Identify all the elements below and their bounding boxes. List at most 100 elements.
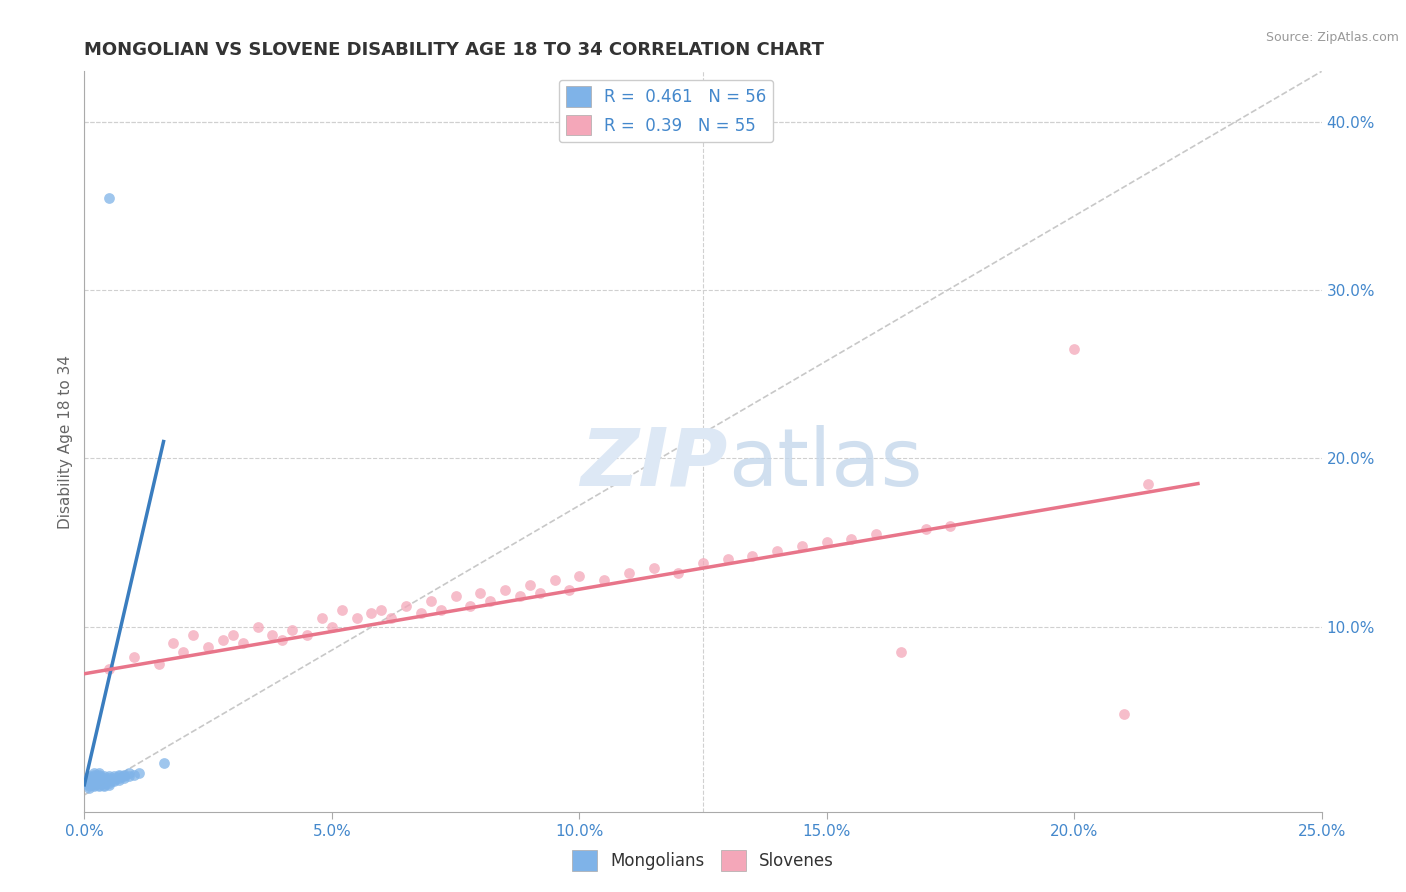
Point [108,769,131,783]
Y-axis label: Disability Age 18 to 34: Disability Age 18 to 34 [58,354,73,529]
Point [666,566,689,580]
Point [271,633,294,648]
Point [543,573,565,587]
Point [103,771,125,785]
Point [444,590,467,604]
Point [232,636,254,650]
Point [79,778,101,792]
Point [89,769,111,783]
Point [83,767,105,781]
Point [93,778,115,792]
Point [98,774,121,789]
Point [93,780,115,794]
Point [790,539,813,553]
Point [346,611,368,625]
Point [409,606,432,620]
Point [103,772,125,787]
Point [98,771,121,785]
Point [395,599,418,614]
Point [79,780,101,794]
Point [83,766,105,780]
Point [103,769,125,783]
Point [311,611,333,625]
Point [83,774,105,789]
Point [643,560,665,574]
Point [122,649,145,664]
Point [93,771,115,785]
Point [766,544,789,558]
Point [419,594,441,608]
Point [118,769,141,783]
Text: ZIP: ZIP [581,425,728,503]
Point [197,640,219,654]
Point [470,586,492,600]
Point [558,582,581,597]
Point [246,619,269,633]
Point [112,771,135,785]
Point [83,778,105,792]
Point [330,603,353,617]
Point [593,573,616,587]
Point [89,767,111,781]
Point [108,767,131,781]
Point [83,769,105,783]
Point [717,552,740,566]
Point [939,518,962,533]
Point [93,769,115,783]
Point [79,772,101,787]
Point [83,780,105,794]
Point [83,771,105,785]
Point [1137,476,1160,491]
Point [89,766,111,780]
Point [741,549,763,563]
Point [890,645,912,659]
Point [79,776,101,790]
Point [321,619,343,633]
Point [108,771,131,785]
Point [162,636,184,650]
Point [519,577,541,591]
Point [692,556,714,570]
Point [509,590,531,604]
Point [98,776,121,790]
Point [89,771,111,785]
Text: MONGOLIAN VS SLOVENE DISABILITY AGE 18 TO 34 CORRELATION CHART: MONGOLIAN VS SLOVENE DISABILITY AGE 18 T… [84,41,824,59]
Point [79,769,101,783]
Point [815,535,838,549]
Point [494,582,516,597]
Point [112,769,135,783]
Point [222,628,245,642]
Point [98,772,121,787]
Point [98,190,121,204]
Point [89,772,111,787]
Point [429,603,451,617]
Point [914,522,936,536]
Point [295,628,318,642]
Point [98,662,121,676]
Point [172,645,194,659]
Point [103,774,125,789]
Point [79,774,101,789]
Point [380,611,402,625]
Point [89,774,111,789]
Point [212,633,235,648]
Point [148,657,170,671]
Point [841,532,863,546]
Point [108,772,131,787]
Point [112,767,135,781]
Point [79,771,101,785]
Point [1112,707,1135,722]
Point [122,767,145,781]
Point [93,772,115,787]
Point [89,776,111,790]
Point [93,776,115,790]
Point [1063,342,1085,356]
Point [262,628,284,642]
Point [181,628,204,642]
Point [89,778,111,792]
Point [460,599,482,614]
Point [98,769,121,783]
Point [79,781,101,796]
Point [617,566,640,580]
Point [529,586,551,600]
